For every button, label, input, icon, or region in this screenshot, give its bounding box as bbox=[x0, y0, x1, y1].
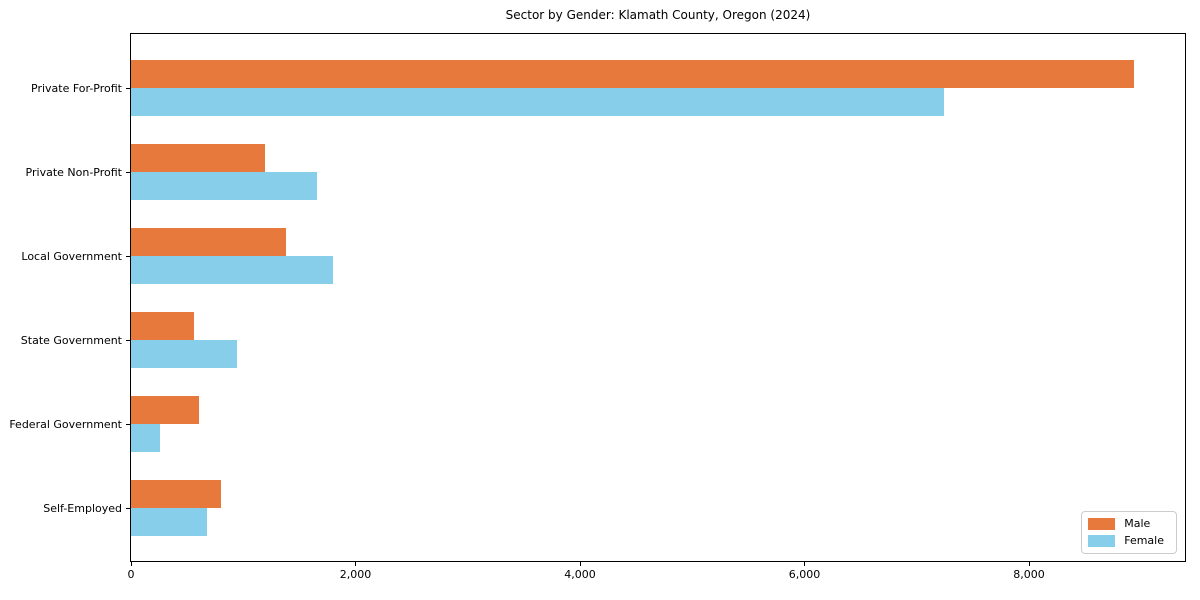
y-tick-mark bbox=[126, 256, 130, 258]
bar-male-self-employed bbox=[131, 480, 222, 509]
chart-title: Sector by Gender: Klamath County, Oregon… bbox=[505, 8, 811, 22]
y-tick-mark bbox=[126, 424, 130, 426]
y-tick-mark bbox=[126, 508, 130, 510]
bar-male-federal-government bbox=[131, 396, 200, 425]
x-tick-label-8-000: 8,000 bbox=[1013, 568, 1045, 581]
bar-female-state-government bbox=[131, 340, 238, 369]
bar-male-state-government bbox=[131, 312, 195, 341]
bar-male-local-government bbox=[131, 228, 286, 257]
legend-swatch-male bbox=[1088, 518, 1116, 530]
legend-swatch-female bbox=[1088, 535, 1116, 547]
bar-female-federal-government bbox=[131, 424, 161, 453]
x-tick-mark bbox=[355, 562, 357, 566]
legend-entry-female: Female bbox=[1088, 535, 1168, 547]
x-tick-label-4-000: 4,000 bbox=[564, 568, 596, 581]
bar-female-private-non-profit bbox=[131, 172, 318, 201]
legend-label-male: Male bbox=[1124, 517, 1151, 530]
y-tick-mark bbox=[126, 88, 130, 90]
y-tick-label-private-for-profit: Private For-Profit bbox=[31, 81, 122, 95]
y-tick-label-state-government: State Government bbox=[20, 333, 122, 347]
plot-area: Male Female bbox=[130, 33, 1186, 562]
x-tick-mark bbox=[579, 562, 581, 566]
x-tick-label-6-000: 6,000 bbox=[788, 568, 821, 581]
x-tick-mark bbox=[131, 562, 132, 566]
x-tick-mark bbox=[804, 562, 806, 566]
y-tick-label-local-government: Local Government bbox=[21, 249, 122, 263]
y-tick-mark bbox=[126, 172, 130, 174]
legend-entry-male: Male bbox=[1088, 518, 1168, 530]
x-tick-label-2-000: 2,000 bbox=[339, 568, 372, 581]
bar-female-local-government bbox=[131, 256, 334, 285]
y-tick-mark bbox=[126, 340, 130, 342]
x-tick-mark bbox=[1028, 562, 1030, 566]
legend-label-female: Female bbox=[1124, 534, 1164, 547]
bar-female-self-employed bbox=[131, 508, 208, 537]
y-tick-label-private-non-profit: Private Non-Profit bbox=[25, 165, 122, 179]
legend: Male Female bbox=[1081, 511, 1177, 554]
bar-male-private-for-profit bbox=[131, 60, 1135, 89]
y-tick-label-federal-government: Federal Government bbox=[9, 417, 122, 431]
y-tick-label-self-employed: Self-Employed bbox=[43, 501, 122, 515]
x-tick-label-0: 0 bbox=[127, 568, 135, 581]
bar-male-private-non-profit bbox=[131, 144, 265, 173]
bar-female-private-for-profit bbox=[131, 88, 944, 117]
